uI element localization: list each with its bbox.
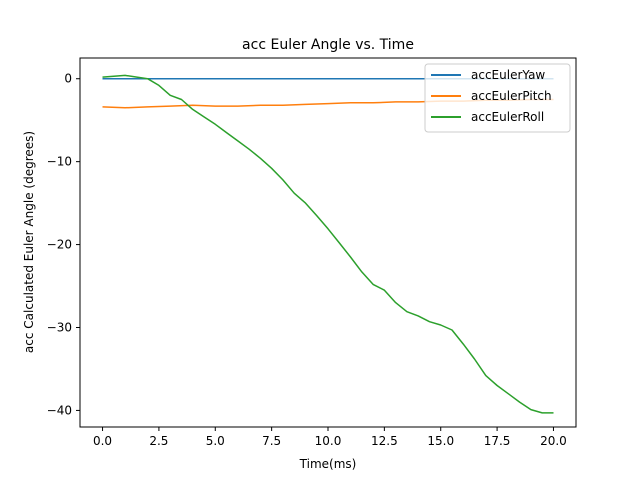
legend-label: accEulerYaw — [471, 68, 545, 82]
legend: accEulerYaw accEulerPitch accEulerRoll — [424, 63, 571, 133]
x-tick-label: 15.0 — [427, 434, 454, 448]
x-tick-label: 7.5 — [262, 434, 281, 448]
x-tick-label: 20.0 — [540, 434, 567, 448]
x-tick-label: 2.5 — [149, 434, 168, 448]
x-tick-layer: 0.0 2.5 5.0 7.5 10.0 12.5 15.0 17.5 20.0 — [93, 427, 567, 448]
legend-label: accEulerPitch — [471, 89, 552, 103]
legend-label: accEulerRoll — [471, 110, 544, 124]
chart-title: acc Euler Angle vs. Time — [242, 37, 414, 53]
x-tick-label: 17.5 — [484, 434, 511, 448]
x-tick-label: 10.0 — [315, 434, 342, 448]
y-tick-label: −10 — [47, 155, 72, 169]
y-tick-label: −20 — [47, 238, 72, 252]
x-tick-label: 12.5 — [371, 434, 398, 448]
y-axis-label: acc Calculated Euler Angle (degrees) — [22, 131, 36, 353]
legend-box — [424, 63, 571, 133]
y-tick-label: −30 — [47, 320, 72, 334]
y-tick-label: −40 — [47, 403, 72, 417]
y-tick-layer: 0 −10 −20 −30 −40 — [47, 72, 80, 417]
series-line-accEulerRoll — [102, 74, 554, 414]
x-tick-label: 5.0 — [206, 434, 225, 448]
x-tick-label: 0.0 — [93, 434, 112, 448]
x-axis-label: Time(ms) — [299, 457, 357, 471]
y-tick-label: 0 — [64, 72, 72, 86]
